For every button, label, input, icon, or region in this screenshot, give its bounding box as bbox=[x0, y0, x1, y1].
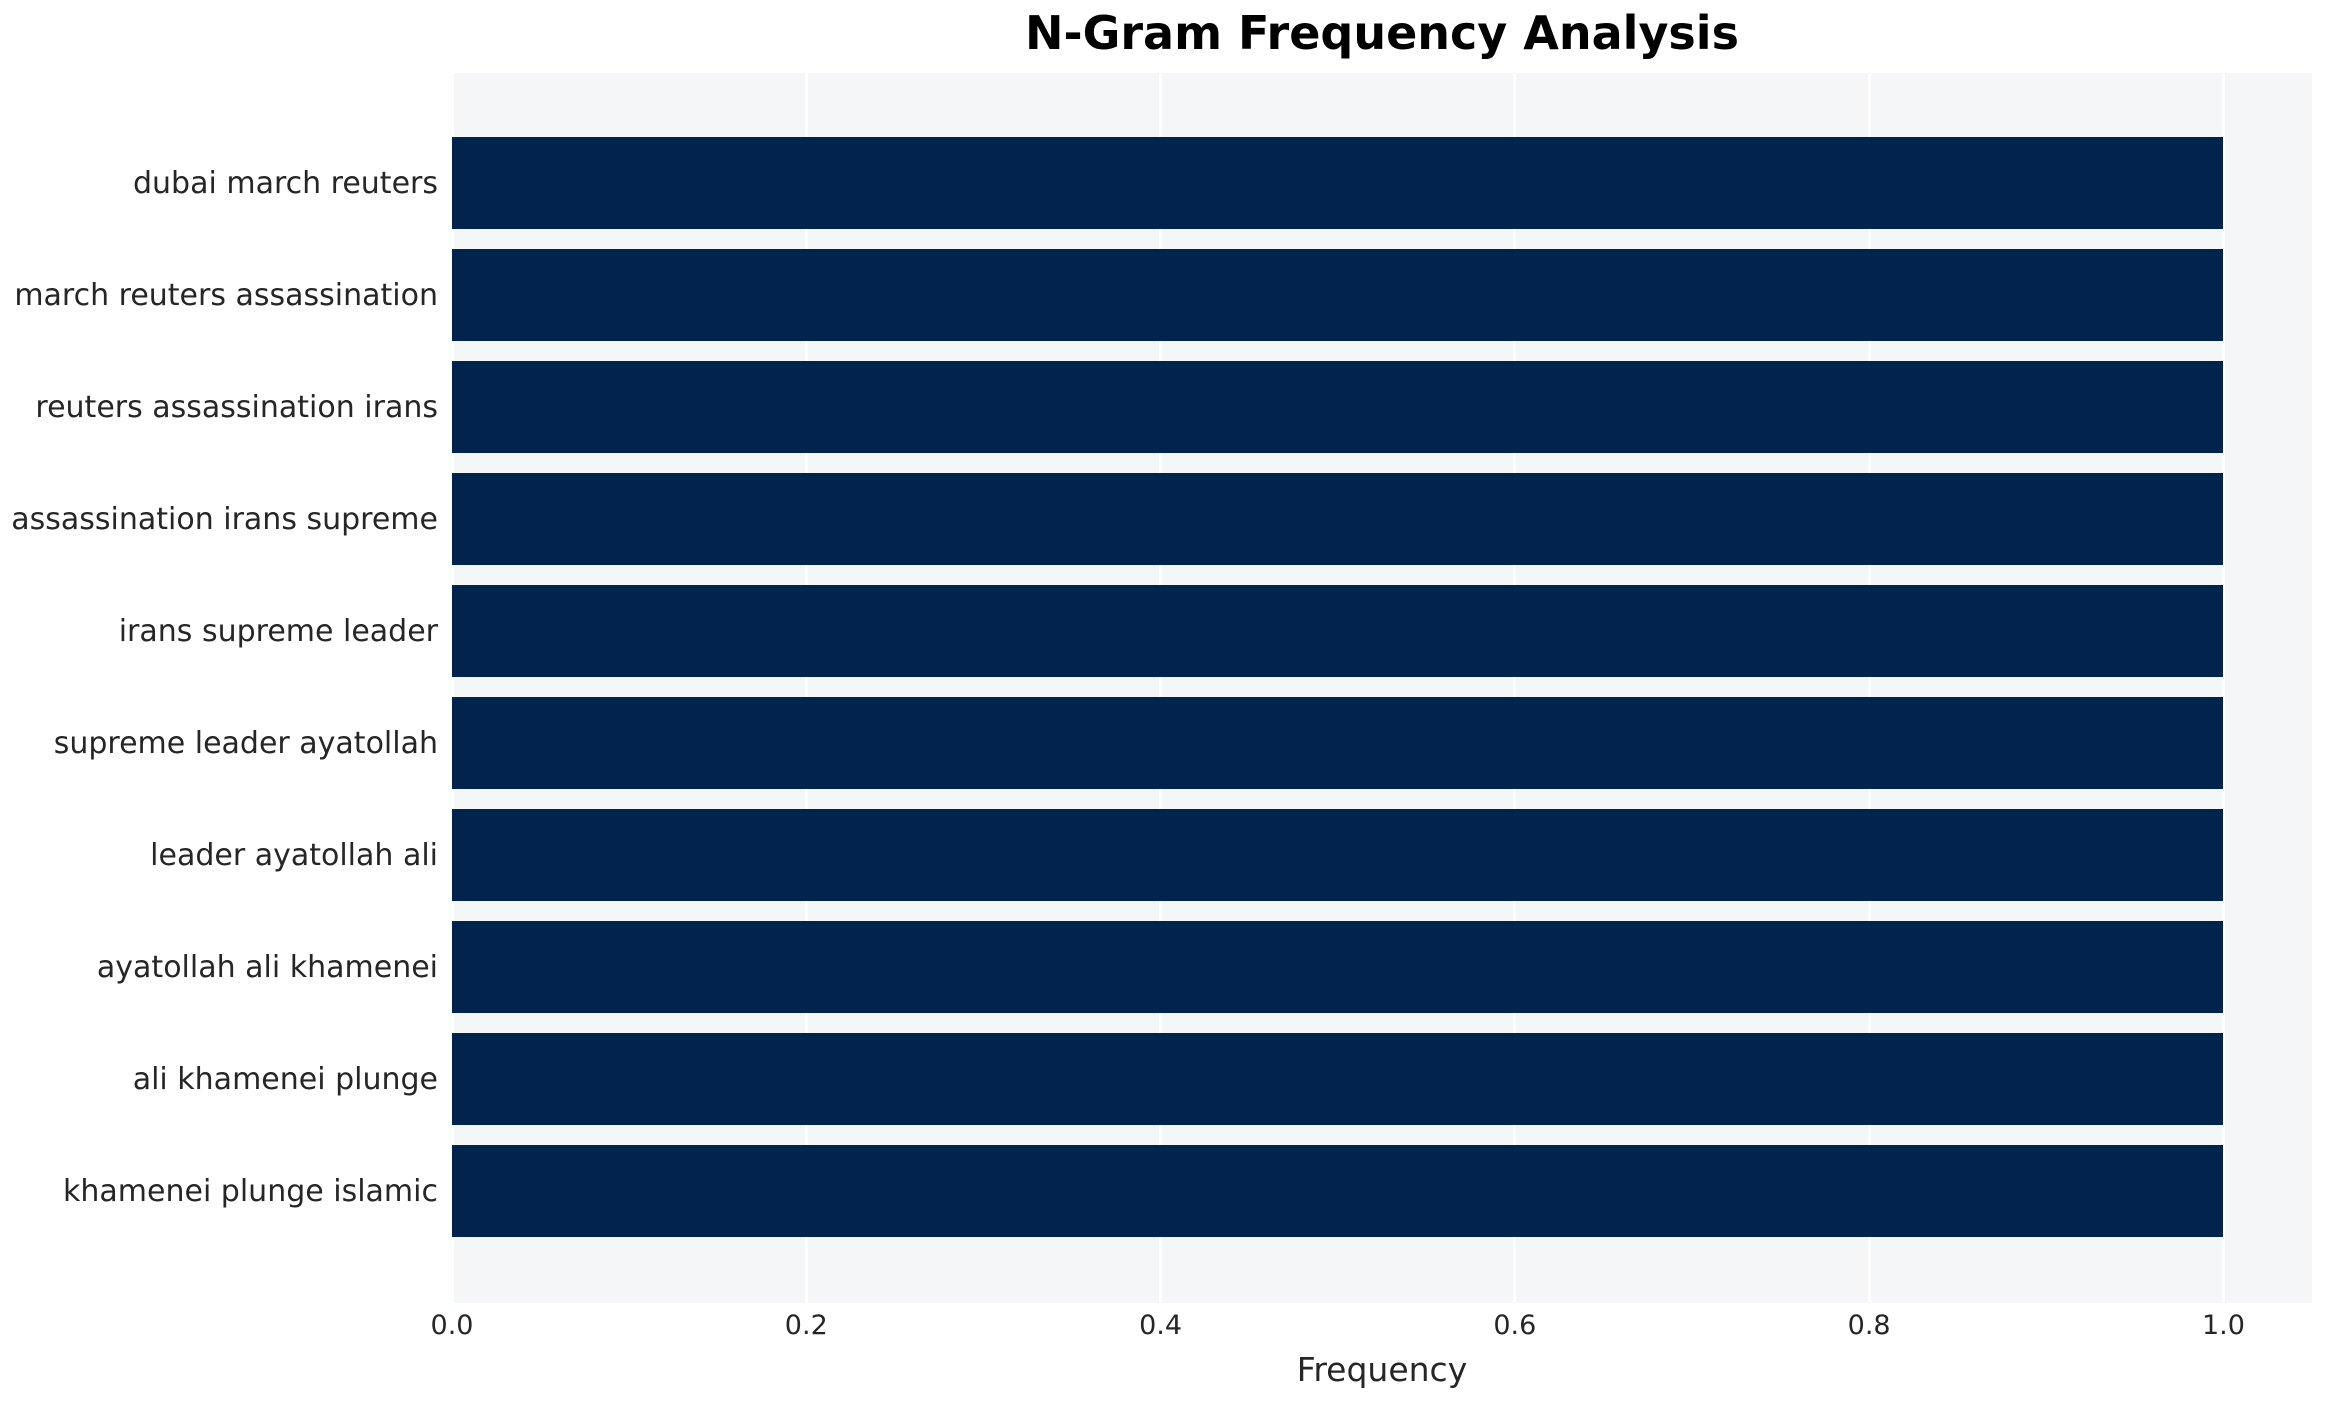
bar-dubai-march-reuters bbox=[452, 137, 2224, 229]
bar-supreme-leader-ayatollah bbox=[452, 697, 2224, 789]
bar-row bbox=[452, 687, 2312, 799]
bar-row bbox=[452, 1135, 2312, 1247]
y-tick-label: dubai march reuters bbox=[132, 165, 438, 201]
x-tick-label: 1.0 bbox=[2201, 1310, 2245, 1341]
gridline bbox=[450, 73, 454, 1303]
bar-khamenei-plunge-islamic bbox=[452, 1145, 2224, 1237]
bar-series bbox=[452, 73, 2312, 1303]
bar-irans-supreme-leader bbox=[452, 585, 2224, 677]
gridline bbox=[1159, 73, 1163, 1303]
bar-row bbox=[452, 575, 2312, 687]
bar-row bbox=[452, 1023, 2312, 1135]
gridline bbox=[2221, 73, 2225, 1303]
chart-title: N-Gram Frequency Analysis bbox=[1025, 6, 1739, 60]
y-tick-label: supreme leader ayatollah bbox=[53, 725, 438, 761]
x-tick-label: 0.4 bbox=[1139, 1310, 1183, 1341]
bar-reuters-assassination-irans bbox=[452, 361, 2224, 453]
x-axis-label: Frequency bbox=[1296, 1350, 1468, 1389]
y-tick-label: ali khamenei plunge bbox=[132, 1061, 438, 1097]
x-tick-label: 0.0 bbox=[430, 1310, 474, 1341]
bar-row bbox=[452, 799, 2312, 911]
bar-row bbox=[452, 911, 2312, 1023]
bar-march-reuters-assassination bbox=[452, 249, 2224, 341]
gridline bbox=[1513, 73, 1517, 1303]
y-tick-label: ayatollah ali khamenei bbox=[96, 949, 438, 985]
y-tick-label: leader ayatollah ali bbox=[150, 837, 438, 873]
bar-row bbox=[452, 127, 2312, 239]
y-tick-label: assassination irans supreme bbox=[11, 501, 438, 537]
x-tick-label: 0.2 bbox=[784, 1310, 828, 1341]
bar-ali-khamenei-plunge bbox=[452, 1033, 2224, 1125]
bar-row bbox=[452, 239, 2312, 351]
bar-ayatollah-ali-khamenei bbox=[452, 921, 2224, 1013]
y-tick-label: irans supreme leader bbox=[118, 613, 438, 649]
gridline bbox=[1867, 73, 1871, 1303]
bar-row bbox=[452, 463, 2312, 575]
x-axis-ticks: 0.0 0.2 0.4 0.6 0.8 1.0 bbox=[431, 1310, 2312, 1350]
y-tick-label: khamenei plunge islamic bbox=[63, 1173, 438, 1209]
x-tick-label: 0.8 bbox=[1847, 1310, 1891, 1341]
x-tick-label: 0.6 bbox=[1493, 1310, 1537, 1341]
y-axis-labels: dubai march reuters march reuters assassi… bbox=[0, 73, 438, 1303]
y-tick-label: march reuters assassination bbox=[14, 277, 438, 313]
gridline bbox=[804, 73, 808, 1303]
y-tick-label: reuters assassination irans bbox=[35, 389, 438, 425]
bar-leader-ayatollah-ali bbox=[452, 809, 2224, 901]
bar-assassination-irans-supreme bbox=[452, 473, 2224, 565]
plot-area bbox=[450, 73, 2312, 1303]
bar-row bbox=[452, 351, 2312, 463]
